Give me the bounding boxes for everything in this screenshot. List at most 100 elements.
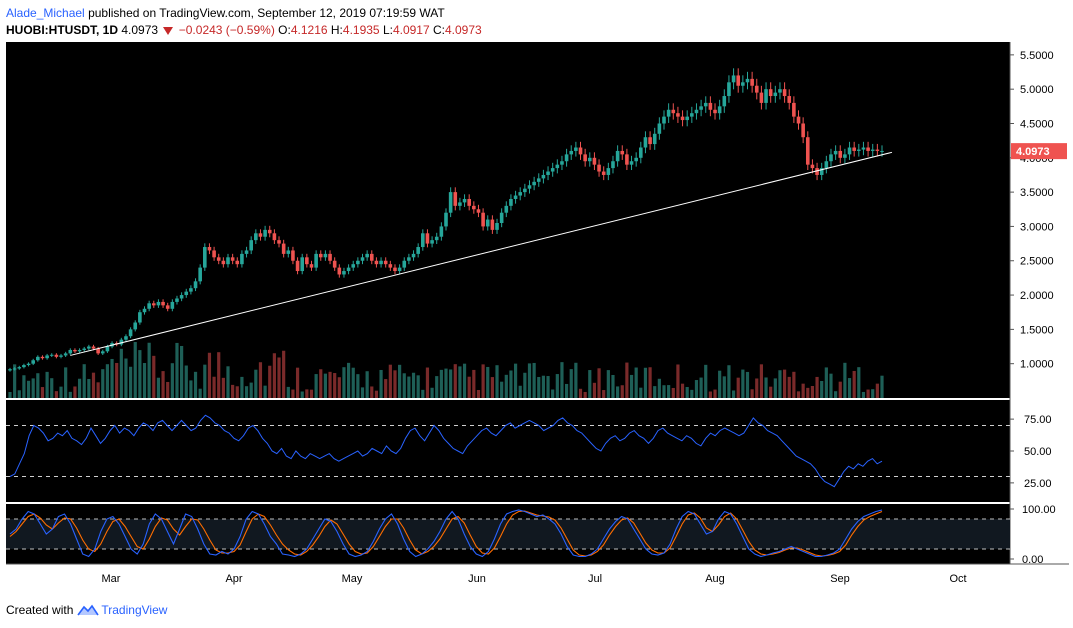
candle bbox=[281, 243, 286, 254]
candle bbox=[96, 348, 100, 354]
candle bbox=[175, 298, 179, 302]
candle bbox=[193, 281, 198, 289]
volume-bar bbox=[736, 377, 740, 398]
volume-bar bbox=[115, 362, 119, 398]
volume-bar bbox=[829, 373, 833, 398]
volume-bar bbox=[847, 378, 852, 398]
tradingview-logo[interactable]: TradingView bbox=[77, 602, 167, 618]
volume-bar bbox=[147, 342, 151, 398]
volume-bar bbox=[620, 385, 624, 398]
candle bbox=[713, 109, 717, 114]
volume-bar bbox=[435, 376, 439, 398]
volume-bar bbox=[40, 387, 45, 398]
candle bbox=[383, 260, 388, 265]
volume-bar bbox=[277, 357, 281, 398]
volume-bar bbox=[161, 371, 165, 398]
volume-bar bbox=[212, 376, 216, 398]
volume-bar bbox=[351, 367, 355, 398]
open-value: 4.1216 bbox=[290, 23, 328, 37]
volume-bar bbox=[388, 364, 392, 398]
chart-svg[interactable]: 5.50005.00004.50004.00003.50003.00002.50… bbox=[6, 42, 1069, 590]
candle bbox=[128, 329, 133, 337]
author-link[interactable]: Alade_Michael bbox=[6, 6, 85, 20]
candle bbox=[527, 185, 532, 189]
volume-bar bbox=[602, 390, 606, 398]
volume-bar bbox=[810, 386, 815, 398]
candle bbox=[532, 181, 536, 186]
candle bbox=[485, 219, 490, 227]
volume-bar bbox=[379, 369, 383, 398]
volume-bar bbox=[685, 387, 689, 398]
volume-bar bbox=[402, 373, 406, 398]
volume-bar bbox=[393, 370, 397, 398]
candle bbox=[105, 346, 110, 352]
candle bbox=[272, 233, 277, 241]
price-tick-label: 3.0000 bbox=[1020, 221, 1054, 233]
candle bbox=[258, 233, 263, 237]
candle bbox=[870, 149, 875, 151]
volume-bar bbox=[592, 382, 597, 398]
candle bbox=[244, 250, 249, 254]
volume-bar bbox=[119, 348, 123, 398]
volume-bar bbox=[64, 367, 68, 398]
candle bbox=[694, 109, 699, 114]
candle bbox=[286, 250, 291, 254]
candle bbox=[318, 253, 323, 258]
volume-bar bbox=[764, 377, 768, 398]
volume-bar bbox=[453, 364, 457, 398]
candle bbox=[26, 363, 31, 366]
candle bbox=[819, 168, 824, 175]
candle bbox=[267, 229, 272, 234]
open-label: O: bbox=[278, 23, 291, 37]
volume-bar bbox=[54, 391, 58, 398]
candle bbox=[240, 253, 244, 265]
volume-bar bbox=[231, 384, 235, 398]
publish-header: Alade_Michael published on TradingView.c… bbox=[6, 4, 445, 22]
volume-bar bbox=[616, 386, 620, 398]
volume-bar bbox=[843, 362, 847, 398]
candle bbox=[764, 89, 768, 103]
volume-bar bbox=[22, 375, 26, 398]
candle bbox=[569, 150, 574, 155]
candle bbox=[703, 102, 708, 107]
candle bbox=[666, 109, 671, 117]
time-tick-label: Jul bbox=[588, 573, 602, 585]
candle bbox=[323, 253, 328, 258]
chart-frame[interactable]: 5.50005.00004.50004.00003.50003.00002.50… bbox=[6, 42, 1069, 590]
volume-bar bbox=[634, 367, 638, 398]
volume-bar bbox=[782, 369, 787, 398]
volume-bar bbox=[407, 376, 411, 398]
price-tick-label: 4.5000 bbox=[1020, 118, 1054, 130]
candle bbox=[221, 260, 226, 265]
candle bbox=[690, 113, 694, 117]
volume-bar bbox=[629, 374, 634, 398]
close-value: 4.0973 bbox=[445, 23, 482, 37]
candle bbox=[295, 260, 300, 272]
candle bbox=[611, 161, 615, 169]
candle bbox=[592, 157, 597, 165]
candle bbox=[138, 312, 142, 323]
candle bbox=[156, 301, 161, 306]
candle bbox=[291, 250, 295, 261]
high-label: H: bbox=[330, 23, 343, 37]
volume-bar bbox=[45, 371, 49, 398]
volume-bar bbox=[476, 389, 481, 398]
volume-bar bbox=[416, 375, 420, 398]
volume-bar bbox=[17, 390, 21, 398]
candle bbox=[574, 147, 578, 151]
candle bbox=[625, 154, 629, 165]
volume-bar bbox=[518, 385, 522, 398]
candle bbox=[560, 161, 564, 165]
volume-bar bbox=[676, 364, 680, 398]
candle bbox=[727, 82, 731, 97]
candle bbox=[639, 147, 643, 158]
time-tick-label: Sep bbox=[830, 573, 850, 585]
candle bbox=[495, 223, 499, 230]
volume-bar bbox=[198, 388, 202, 398]
symbol-label[interactable]: HUOBI:HTUSDT, 1D bbox=[6, 23, 119, 37]
price-tick-label: 2.5000 bbox=[1020, 256, 1054, 268]
volume-bar bbox=[875, 383, 879, 398]
volume-bar bbox=[13, 364, 17, 398]
volume-bar bbox=[272, 353, 276, 398]
volume-bar bbox=[486, 366, 490, 398]
